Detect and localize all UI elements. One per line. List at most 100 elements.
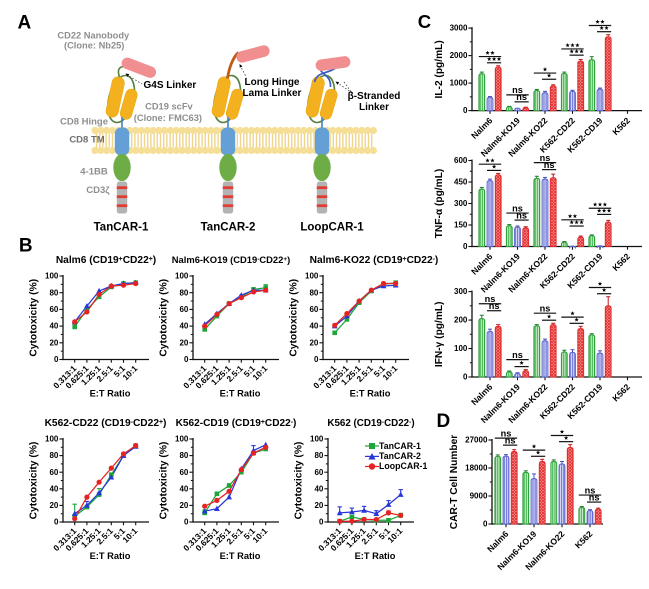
svg-text:TanCAR-2: TanCAR-2 [379, 451, 421, 461]
svg-text:Nalm6-KO19 (CD19-CD22+): Nalm6-KO19 (CD19-CD22+) [172, 254, 290, 265]
svg-text:ns: ns [512, 203, 523, 213]
svg-text:TNF-α (pg/mL): TNF-α (pg/mL) [434, 169, 445, 239]
svg-text:TanCAR-2: TanCAR-2 [201, 222, 256, 234]
svg-text:ns: ns [544, 160, 555, 170]
svg-text:B: B [19, 235, 33, 256]
svg-text:Lama Linker: Lama Linker [243, 88, 302, 99]
svg-text:IL-2 (pg/mL): IL-2 (pg/mL) [434, 40, 445, 98]
svg-text:E:T Ratio: E:T Ratio [220, 389, 261, 399]
svg-text:80: 80 [49, 451, 58, 460]
svg-text:80: 80 [179, 288, 188, 297]
svg-text:ns: ns [540, 304, 551, 314]
svg-text:Cytotoxicity (%): Cytotoxicity (%) [159, 442, 170, 520]
svg-text:40: 40 [179, 484, 188, 493]
svg-text:40: 40 [49, 484, 58, 493]
svg-text:0: 0 [319, 518, 324, 527]
svg-text:Cytotoxicity (%): Cytotoxicity (%) [159, 279, 170, 357]
svg-text:100: 100 [305, 272, 319, 281]
svg-text:0: 0 [54, 355, 59, 364]
svg-text:100: 100 [175, 272, 189, 281]
svg-text:TanCAR-1: TanCAR-1 [379, 441, 421, 451]
svg-text:40: 40 [314, 484, 323, 493]
svg-text:100: 100 [454, 344, 468, 353]
svg-text:E:T Ratio: E:T Ratio [350, 389, 391, 399]
svg-text:E:T Ratio: E:T Ratio [355, 551, 396, 561]
svg-text:LoopCAR-1: LoopCAR-1 [379, 461, 427, 471]
svg-text:CD8 TM: CD8 TM [69, 135, 104, 146]
svg-text:20: 20 [314, 501, 323, 510]
svg-text:ns: ns [585, 485, 596, 495]
svg-text:ns: ns [516, 210, 527, 220]
svg-text:80: 80 [314, 451, 323, 460]
svg-text:(Clone: Nb25): (Clone: Nb25) [64, 41, 124, 51]
svg-text:60: 60 [49, 468, 58, 477]
svg-text:Cytotoxicity (%): Cytotoxicity (%) [289, 279, 300, 357]
svg-text:0: 0 [54, 518, 59, 527]
svg-text:20: 20 [49, 501, 58, 510]
svg-text:Nalm6 (CD19+CD22+): Nalm6 (CD19+CD22+) [56, 255, 156, 266]
svg-text:150: 150 [454, 221, 468, 230]
svg-text:60: 60 [49, 305, 58, 314]
svg-text:ns: ns [512, 350, 523, 360]
svg-text:0: 0 [184, 355, 189, 364]
svg-text:3000: 3000 [450, 24, 468, 33]
svg-text:0: 0 [463, 106, 468, 115]
svg-text:0: 0 [483, 520, 488, 529]
svg-text:60: 60 [314, 468, 323, 477]
svg-text:0: 0 [463, 242, 468, 251]
svg-text:80: 80 [49, 288, 58, 297]
svg-text:450: 450 [454, 178, 468, 187]
svg-text:80: 80 [179, 451, 188, 460]
svg-text:20: 20 [179, 501, 188, 510]
svg-text:Cytotoxicity (%): Cytotoxicity (%) [29, 442, 40, 520]
svg-text:CD3ζ: CD3ζ [86, 185, 110, 196]
svg-text:0: 0 [184, 518, 189, 527]
svg-text:E:T Ratio: E:T Ratio [220, 551, 261, 561]
svg-text:C: C [418, 11, 431, 32]
svg-text:100: 100 [45, 435, 59, 444]
svg-text:K562-CD19 (CD19+CD22-): K562-CD19 (CD19+CD22-) [176, 418, 297, 429]
svg-text:IFN-γ (pg/mL): IFN-γ (pg/mL) [434, 301, 445, 367]
svg-text:200: 200 [454, 316, 468, 325]
svg-text:ns: ns [540, 153, 551, 163]
svg-text:ns: ns [501, 429, 512, 439]
svg-text:40: 40 [309, 322, 318, 331]
svg-text:Long Hinge: Long Hinge [245, 77, 300, 88]
svg-text:Nalm6-KO22 (CD19+CD22-): Nalm6-KO22 (CD19+CD22-) [310, 255, 439, 266]
svg-text:9000: 9000 [470, 492, 488, 501]
svg-text:100: 100 [310, 435, 324, 444]
svg-text:Cytotoxicity (%): Cytotoxicity (%) [29, 279, 40, 357]
svg-text:20: 20 [179, 338, 188, 347]
svg-text:20: 20 [49, 338, 58, 347]
svg-text:ns: ns [489, 301, 500, 311]
svg-text:E:T Ratio: E:T Ratio [90, 389, 131, 399]
svg-text:60: 60 [179, 305, 188, 314]
svg-text:K562-CD22 (CD19-CD22+): K562-CD22 (CD19-CD22+) [45, 418, 167, 429]
svg-text:Linker: Linker [359, 102, 389, 113]
svg-text:G4S Linker: G4S Linker [144, 80, 197, 91]
svg-text:CD19 scFv: CD19 scFv [145, 102, 193, 112]
svg-text:LoopCAR-1: LoopCAR-1 [300, 222, 364, 234]
svg-text:Cytotoxicity (%): Cytotoxicity (%) [294, 442, 305, 520]
svg-text:60: 60 [309, 305, 318, 314]
svg-text:2000: 2000 [450, 51, 468, 60]
svg-text:0: 0 [463, 373, 468, 382]
svg-text:100: 100 [175, 435, 189, 444]
svg-text:600: 600 [454, 156, 468, 165]
svg-text:A: A [18, 12, 32, 33]
svg-text:18000: 18000 [465, 464, 488, 473]
svg-text:CAR-T Cell Number: CAR-T Cell Number [449, 435, 460, 530]
svg-text:40: 40 [49, 322, 58, 331]
svg-text:4-1BB: 4-1BB [80, 167, 108, 178]
svg-text:ns: ns [505, 436, 516, 446]
svg-text:20: 20 [309, 338, 318, 347]
svg-text:ns: ns [512, 85, 523, 95]
svg-text:27000: 27000 [465, 436, 488, 445]
svg-text:ns: ns [589, 492, 600, 502]
svg-text:E:T Ratio: E:T Ratio [90, 551, 131, 561]
svg-text:D: D [437, 411, 451, 432]
svg-text:0: 0 [314, 355, 319, 364]
svg-text:(Clone: FMC63): (Clone: FMC63) [134, 113, 202, 123]
svg-text:CD8 Hinge: CD8 Hinge [60, 117, 108, 128]
svg-text:CD22 Nanobody: CD22 Nanobody [57, 30, 130, 40]
